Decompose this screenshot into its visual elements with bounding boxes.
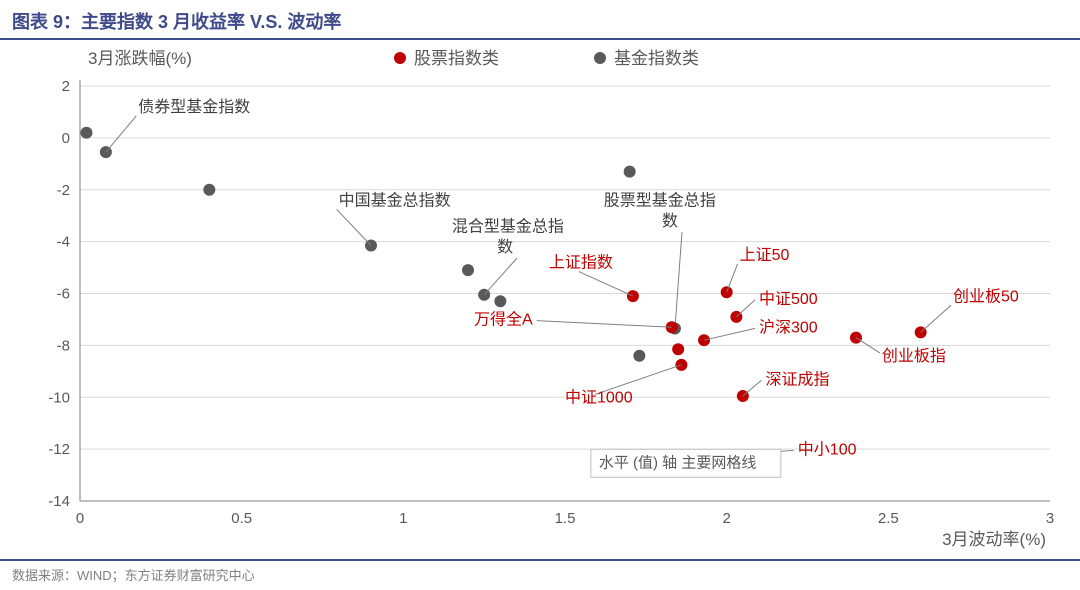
scatter-chart: -14 -12 -10 -8 -6 -4 -2 0 2 0 0.5 1 1.5 2 2.5 3 3月涨跌幅(%)…: [0, 40, 1080, 559]
point-stock: [672, 343, 684, 355]
point-label: 中证500: [759, 290, 818, 308]
y-tick-label: -6: [57, 286, 70, 303]
point-label: 数: [497, 238, 513, 256]
point-fund: [462, 264, 474, 276]
point-label: 创业板指: [882, 347, 946, 365]
point-label: 股票型基金总指: [604, 191, 716, 209]
x-tick-label: 1.5: [555, 510, 576, 527]
point-fund: [624, 166, 636, 178]
x-tick-label: 2.5: [878, 510, 899, 527]
point-label: 数: [662, 212, 678, 230]
point-fund: [203, 184, 215, 196]
x-axis-title: 3月波动率(%): [942, 530, 1046, 549]
point-label: 沪深300: [759, 318, 818, 336]
x-tick-label: 0.5: [231, 510, 252, 527]
point-label: 上证指数: [549, 254, 613, 272]
chart-title: 图表 9：主要指数 3 月收益率 V.S. 波动率: [12, 12, 341, 32]
point-label: 中小100: [798, 440, 857, 458]
point-label: 创业板50: [953, 287, 1019, 305]
point-label: 深证成指: [765, 370, 829, 388]
y-tick-label: -14: [48, 493, 70, 510]
tooltip-text: 水平 (值) 轴 主要网格线: [599, 454, 757, 471]
y-tick-label: -12: [48, 441, 70, 458]
y-tick-label: -2: [57, 182, 70, 199]
x-tick-label: 2: [722, 510, 730, 527]
point-fund: [494, 295, 506, 307]
point-label: 债券型基金指数: [138, 98, 250, 116]
x-tick-label: 3: [1046, 510, 1054, 527]
chart-source-bar: 数据来源：WIND；东方证券财富研究中心: [0, 559, 1080, 590]
point-label: 万得全A: [474, 311, 533, 329]
point-label: 上证50: [740, 246, 790, 264]
legend-label: 股票指数类: [414, 49, 499, 68]
chart-source: 数据来源：WIND；东方证券财富研究中心: [12, 568, 255, 583]
point-label: 中国基金总指数: [339, 191, 451, 209]
point-fund: [633, 350, 645, 362]
chart-title-bar: 图表 9：主要指数 3 月收益率 V.S. 波动率: [0, 0, 1080, 40]
y-axis-title: 3月涨跌幅(%): [88, 49, 192, 68]
y-tick-label: -4: [57, 234, 70, 251]
point-label: 混合型基金总指: [452, 217, 564, 235]
y-tick-label: 0: [62, 130, 70, 147]
point-fund: [80, 127, 92, 139]
legend-marker: [394, 52, 406, 64]
plot-background: [0, 40, 1080, 559]
chart-area: -14 -12 -10 -8 -6 -4 -2 0 2 0 0.5 1 1.5 2 2.5 3 3月涨跌幅(%)…: [0, 40, 1080, 559]
legend-label: 基金指数类: [614, 49, 699, 68]
y-tick-label: -8: [57, 337, 70, 354]
x-tick-label: 1: [399, 510, 407, 527]
y-tick-label: 2: [62, 78, 70, 95]
legend-marker: [594, 52, 606, 64]
x-tick-label: 0: [76, 510, 84, 527]
y-tick-label: -10: [48, 389, 70, 406]
point-label: 中证1000: [565, 388, 633, 406]
